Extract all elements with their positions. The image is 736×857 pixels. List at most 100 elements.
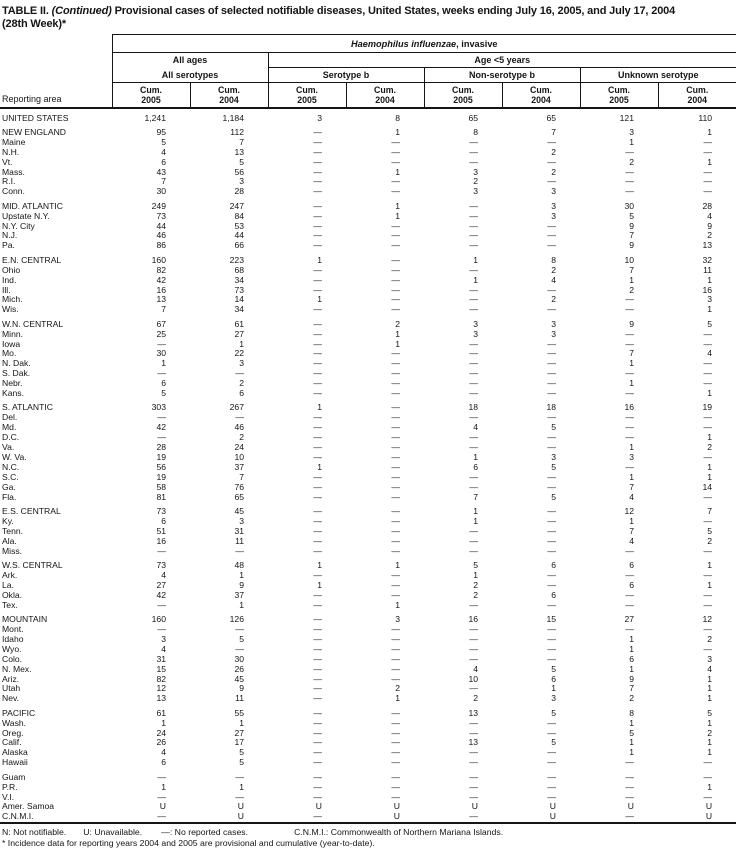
cell: 1 bbox=[395, 126, 400, 137]
cell: — bbox=[313, 791, 322, 802]
cell: — bbox=[547, 338, 556, 349]
cell: 1 bbox=[629, 717, 634, 728]
cell: — bbox=[469, 781, 478, 792]
cell: — bbox=[547, 633, 556, 644]
cell: — bbox=[313, 491, 322, 502]
row-label: Calif. bbox=[2, 737, 22, 748]
row-label: Mass. bbox=[2, 166, 25, 177]
cell: — bbox=[313, 624, 322, 634]
cell: 1 bbox=[239, 717, 244, 728]
cell: 3 bbox=[707, 294, 713, 305]
table-row: N.Y. City 44 53 — — — — 9 9 bbox=[0, 220, 736, 232]
cell: — bbox=[547, 284, 556, 295]
cell: — bbox=[313, 589, 322, 600]
cell: 5 bbox=[551, 461, 556, 472]
cell: — bbox=[547, 545, 556, 556]
cell: — bbox=[625, 811, 634, 822]
cell: 22 bbox=[234, 348, 244, 359]
cell: 14 bbox=[702, 481, 713, 492]
cell: — bbox=[391, 388, 400, 399]
cell: 7 bbox=[239, 471, 244, 482]
cell: — bbox=[313, 264, 322, 275]
cell: — bbox=[391, 673, 400, 684]
row-label: Amer. Samoa bbox=[2, 801, 55, 812]
cell: 110 bbox=[698, 112, 713, 123]
row-label: MOUNTAIN bbox=[2, 614, 48, 625]
cell: — bbox=[391, 727, 400, 738]
cell: 4 bbox=[707, 210, 713, 221]
cell: — bbox=[391, 220, 400, 231]
cell: — bbox=[157, 791, 166, 802]
cell: 1 bbox=[707, 693, 713, 704]
cell: — bbox=[235, 412, 244, 423]
cell: — bbox=[157, 412, 166, 423]
cell: 13 bbox=[468, 707, 478, 718]
cell: 1 bbox=[473, 274, 478, 285]
table-row: V.I. — — — — — — — — bbox=[0, 791, 736, 803]
cell: 3 bbox=[161, 633, 166, 644]
cell: 44 bbox=[234, 230, 244, 241]
column-header: Cum. 2004 bbox=[501, 82, 580, 109]
cell: 1 bbox=[629, 378, 634, 389]
cell: U bbox=[393, 801, 400, 812]
row-label: Wis. bbox=[2, 304, 19, 315]
row-label: Ill. bbox=[2, 284, 11, 295]
cell: — bbox=[391, 274, 400, 285]
cell: 2 bbox=[707, 442, 713, 453]
cell: 1 bbox=[629, 633, 634, 644]
row-label: UNITED STATES bbox=[2, 112, 69, 123]
cell: — bbox=[157, 771, 166, 782]
cell: — bbox=[625, 781, 634, 792]
cell: 9 bbox=[629, 220, 634, 231]
cell: — bbox=[313, 599, 322, 610]
cum-label: Cum. bbox=[218, 84, 240, 95]
cell: — bbox=[703, 599, 713, 610]
cell: — bbox=[703, 368, 713, 379]
cell: — bbox=[469, 525, 478, 536]
cell: 12 bbox=[156, 683, 166, 694]
row-label: Pa. bbox=[2, 240, 15, 251]
cell: — bbox=[391, 378, 400, 389]
table-row: N.C. 56 37 1 — 6 5 — 1 bbox=[0, 461, 736, 473]
table-row: Maine 5 7 — — — — 1 — bbox=[0, 137, 736, 148]
cum-label: Cum. bbox=[686, 84, 709, 95]
cell: 2 bbox=[629, 693, 634, 704]
cell: — bbox=[469, 210, 478, 221]
cell: 5 bbox=[239, 156, 244, 167]
cell: 11 bbox=[703, 264, 713, 275]
cell: — bbox=[547, 771, 556, 782]
cell: 37 bbox=[234, 461, 244, 472]
cell: — bbox=[391, 176, 400, 187]
table-row: Ark. 4 1 — — 1 — — — bbox=[0, 570, 736, 581]
cell: 6 bbox=[551, 560, 556, 571]
cell: — bbox=[469, 146, 478, 157]
cell: 26 bbox=[234, 663, 244, 674]
cell: 5 bbox=[473, 560, 478, 571]
row-label: Colo. bbox=[2, 653, 23, 664]
cell: 66 bbox=[234, 240, 244, 251]
row-label: Ohio bbox=[2, 264, 21, 275]
cell: — bbox=[391, 624, 400, 634]
cell: — bbox=[469, 304, 478, 315]
cell: — bbox=[391, 368, 400, 379]
cell: — bbox=[547, 525, 556, 536]
year-label: 2005 bbox=[609, 95, 629, 105]
cell: — bbox=[391, 737, 400, 748]
row-label: Ind. bbox=[2, 274, 17, 285]
table-row: UNITED STATES 1,241 1,184 3 8 65 65 121 110 bbox=[0, 108, 736, 123]
cell: 1,241 bbox=[144, 112, 166, 123]
cell: U bbox=[237, 811, 244, 822]
cell: 1 bbox=[707, 560, 713, 571]
cell: — bbox=[547, 156, 556, 167]
cell: 126 bbox=[229, 614, 244, 625]
cell: — bbox=[547, 220, 556, 231]
cell: — bbox=[313, 525, 322, 536]
cell: 16 bbox=[702, 284, 713, 295]
cell: 76 bbox=[234, 481, 244, 492]
cell: — bbox=[313, 126, 322, 137]
cell: — bbox=[547, 442, 556, 453]
cell: — bbox=[625, 166, 634, 177]
cell: — bbox=[313, 614, 322, 625]
table-row: Mo. 30 22 — — — — 7 4 bbox=[0, 349, 736, 359]
cell: 15 bbox=[156, 663, 166, 674]
